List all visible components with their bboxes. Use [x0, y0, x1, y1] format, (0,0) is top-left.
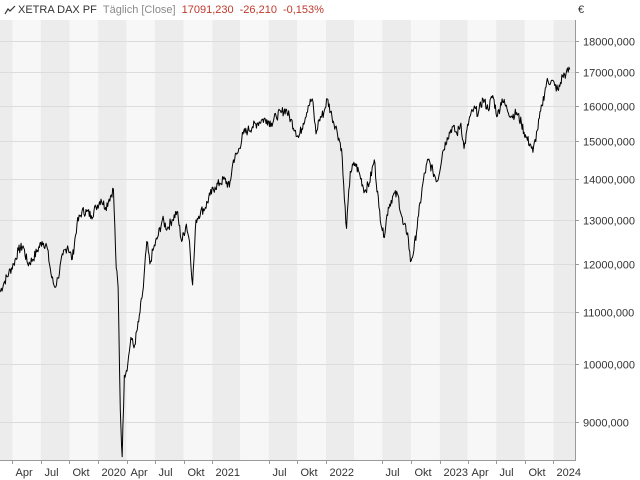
x-axis-ticks: Apr Jul Okt 2020 Apr Jul Okt 2021 Jul Okt 2022 Jul O… — [12, 460, 581, 479]
x-tick-label: Apr — [472, 467, 489, 479]
period-bands — [0, 20, 575, 460]
period-band — [354, 20, 383, 460]
x-tick-label: Okt — [188, 467, 205, 479]
x-tick-label: Jul — [273, 467, 287, 479]
period-label: Täglich [Close] — [102, 4, 176, 16]
period-band — [496, 20, 525, 460]
x-tick-label: Jul — [386, 467, 400, 479]
y-axis-ticks: 9000,000 10000,000 11000,000 12000,000 13000… — [575, 37, 635, 430]
period-band — [268, 20, 298, 460]
currency-label: € — [578, 4, 585, 16]
y-tick-label: 14000,000 — [583, 175, 635, 187]
x-tick-label: 2023 — [444, 467, 468, 479]
x-tick-label: 2020 — [102, 467, 126, 479]
y-tick-label: 17000,000 — [583, 68, 635, 80]
x-tick-label: 2024 — [557, 467, 581, 479]
x-tick-label: Okt — [301, 467, 318, 479]
y-tick-label: 9000,000 — [583, 418, 629, 430]
period-band — [40, 20, 70, 460]
instrument-name: XETRA DAX PF — [18, 4, 97, 16]
period-band — [154, 20, 184, 460]
dax-price-line — [0, 66, 571, 458]
x-tick-label: Jul — [45, 467, 59, 479]
period-band — [325, 20, 355, 460]
x-tick-label: Okt — [73, 467, 90, 479]
chart-header: XETRA DAX PF Täglich [Close] 17091,230 -… — [4, 2, 324, 18]
last-price: 17091,230 — [181, 4, 234, 16]
period-band — [467, 20, 497, 460]
period-band — [126, 20, 155, 460]
y-tick-label: 16000,000 — [583, 102, 635, 114]
period-band — [553, 20, 575, 460]
x-tick-label: Okt — [529, 467, 546, 479]
period-band — [382, 20, 412, 460]
x-tick-label: Jul — [500, 467, 514, 479]
x-tick-label: Okt — [415, 467, 432, 479]
y-tick-label: 11000,000 — [583, 308, 634, 320]
period-band — [240, 20, 269, 460]
y-tick-label: 10000,000 — [583, 360, 635, 372]
price-change-percent: -0,153% — [282, 4, 324, 16]
period-band — [297, 20, 326, 460]
period-band — [98, 20, 127, 460]
period-band — [12, 20, 41, 460]
x-tick-label: Jul — [159, 467, 173, 479]
y-tick-label: 15000,000 — [583, 137, 635, 149]
y-tick-label: 18000,000 — [583, 37, 635, 49]
y-tick-label: 12000,000 — [583, 260, 635, 272]
x-tick-label: Apr — [131, 467, 148, 479]
x-tick-label: 2022 — [330, 467, 354, 479]
period-band — [183, 20, 213, 460]
period-band — [439, 20, 468, 460]
period-band — [69, 20, 99, 460]
period-band — [0, 20, 13, 460]
period-band — [212, 20, 241, 460]
line-chart-icon — [4, 5, 16, 15]
period-band — [524, 20, 554, 460]
x-tick-label: 2021 — [216, 467, 240, 479]
price-change: -26,210 — [239, 4, 277, 16]
y-tick-label: 13000,000 — [583, 216, 635, 228]
x-tick-label: Apr — [16, 467, 33, 479]
